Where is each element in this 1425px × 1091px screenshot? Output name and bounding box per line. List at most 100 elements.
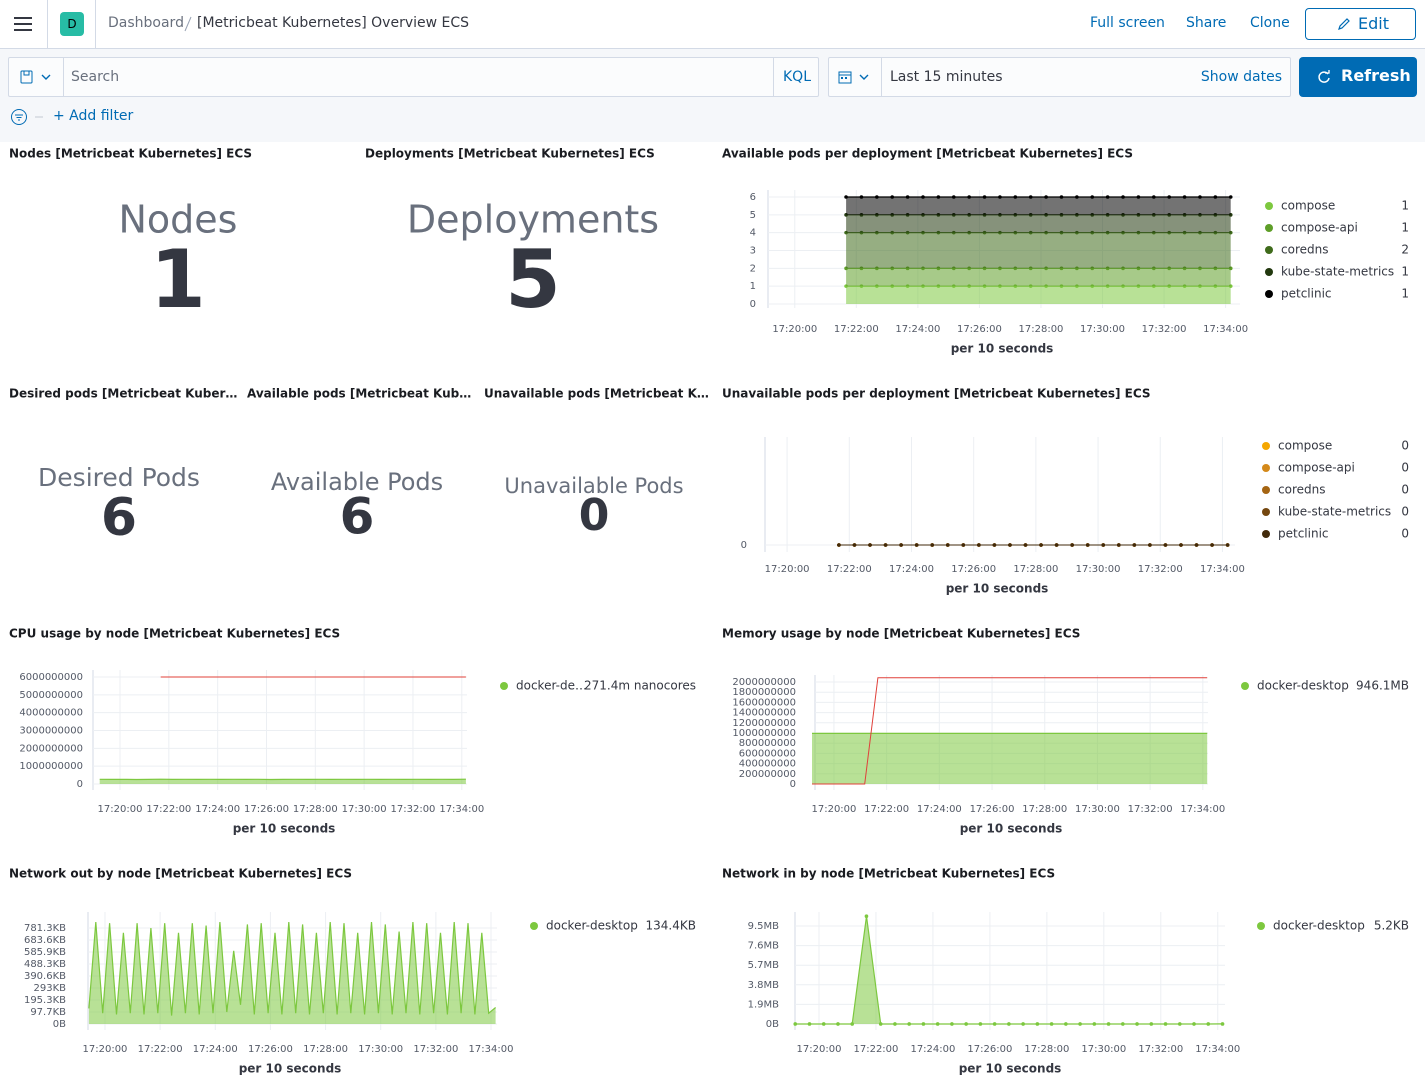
point: [1060, 267, 1064, 271]
x-tick-label: 17:32:00: [1142, 324, 1187, 335]
point: [1060, 231, 1064, 235]
point: [1183, 284, 1187, 288]
x-tick-label: 17:20:00: [98, 804, 143, 815]
clone-link[interactable]: Clone: [1250, 15, 1290, 31]
share-link[interactable]: Share: [1186, 15, 1226, 31]
point: [1014, 231, 1018, 235]
point: [1214, 213, 1218, 217]
x-tick-label: 17:24:00: [917, 804, 962, 815]
point: [1148, 543, 1152, 547]
point: [890, 284, 894, 288]
point: [836, 1022, 840, 1026]
point: [837, 543, 841, 547]
point: [1014, 213, 1018, 217]
point: [1152, 213, 1156, 217]
point: [1137, 213, 1141, 217]
point: [868, 543, 872, 547]
point: [977, 543, 981, 547]
area-fill: [795, 916, 1222, 1024]
point: [1164, 543, 1168, 547]
point: [946, 543, 950, 547]
point: [865, 914, 869, 918]
x-tick-label: 17:28:00: [303, 1044, 348, 1055]
add-filter-link[interactable]: + Add filter: [53, 108, 133, 124]
point: [1070, 543, 1074, 547]
y-tick-label: 4000000000: [19, 708, 83, 719]
y-tick-label: 5.7MB: [748, 960, 780, 971]
legend-value: 1: [1401, 265, 1409, 279]
query-language[interactable]: KQL: [773, 58, 820, 96]
point: [983, 284, 987, 288]
point: [837, 543, 841, 547]
y-tick-label: 3: [750, 246, 756, 257]
point: [998, 195, 1002, 199]
search-input[interactable]: Search: [71, 69, 119, 85]
show-dates-link[interactable]: Show dates: [1201, 69, 1282, 85]
time-range[interactable]: Last 15 minutes: [890, 69, 1003, 85]
x-tick-label: 17:30:00: [1081, 1044, 1126, 1055]
point: [1039, 543, 1043, 547]
point: [844, 284, 848, 288]
menu-button[interactable]: [14, 16, 32, 32]
refresh-button[interactable]: Refresh: [1299, 57, 1417, 97]
area-fill: [812, 733, 1207, 784]
x-tick-label: 17:28:00: [293, 804, 338, 815]
metric-label: Available Pods: [271, 468, 443, 496]
point: [1133, 543, 1137, 547]
point: [998, 284, 1002, 288]
point: [1214, 267, 1218, 271]
point: [1179, 543, 1183, 547]
x-axis-title: per 10 seconds: [959, 1062, 1062, 1076]
x-tick-label: 17:32:00: [391, 804, 436, 815]
y-tick-label: 5000000000: [19, 690, 83, 701]
point: [930, 543, 934, 547]
y-tick-label: 800000000: [739, 738, 796, 749]
point: [1183, 213, 1187, 217]
x-tick-label: 17:20:00: [772, 324, 817, 335]
y-tick-label: 4: [750, 228, 756, 239]
point: [1117, 543, 1121, 547]
point: [1086, 543, 1090, 547]
point: [946, 543, 950, 547]
space-badge[interactable]: D: [60, 12, 84, 36]
point: [1008, 543, 1012, 547]
point: [1044, 195, 1048, 199]
point: [906, 213, 910, 217]
point: [906, 267, 910, 271]
breadcrumb[interactable]: Dashboard: [108, 15, 184, 31]
point: [1179, 543, 1183, 547]
edit-button[interactable]: Edit: [1305, 8, 1416, 40]
point: [1183, 195, 1187, 199]
point: [1101, 543, 1105, 547]
point: [1117, 543, 1121, 547]
area-line: [89, 922, 496, 1016]
metric-value: 6: [340, 488, 375, 546]
saved-query-button[interactable]: [9, 58, 64, 96]
point: [1107, 1022, 1111, 1026]
x-tick-label: 17:22:00: [827, 564, 872, 575]
x-tick-label: 17:20:00: [83, 1044, 128, 1055]
area-line: [795, 916, 1222, 1024]
filter-icon[interactable]: [10, 109, 50, 125]
line: [812, 678, 1207, 784]
point: [967, 284, 971, 288]
point: [937, 231, 941, 235]
point: [983, 213, 987, 217]
panel-title: Nodes [Metricbeat Kubernetes] ECS: [9, 147, 252, 161]
y-tick-label: 585.9KB: [24, 947, 66, 958]
full-screen-link[interactable]: Full screen: [1090, 15, 1165, 31]
legend-marker: [1265, 246, 1273, 254]
point: [1106, 284, 1110, 288]
point: [1210, 543, 1214, 547]
x-tick-label: 17:24:00: [895, 324, 940, 335]
quick-menu-button[interactable]: [829, 58, 882, 96]
point: [915, 543, 919, 547]
point: [853, 543, 857, 547]
x-tick-label: 17:30:00: [358, 1044, 403, 1055]
legend-label: petclinic: [1281, 287, 1332, 301]
metric-value: 1: [150, 233, 206, 326]
y-tick-label: 0: [790, 779, 796, 790]
point: [1064, 1022, 1068, 1026]
x-tick-label: 17:28:00: [1024, 1044, 1069, 1055]
